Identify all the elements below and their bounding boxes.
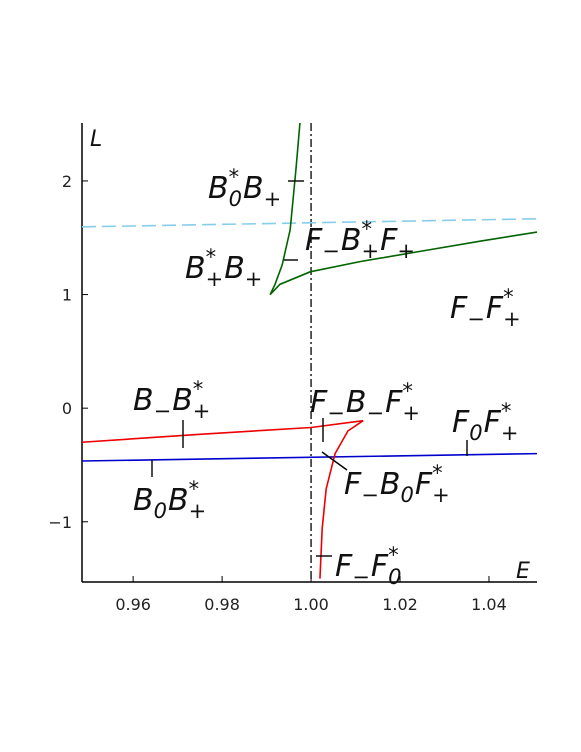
- annotation-superscript: *: [501, 399, 512, 423]
- curve: [81, 419, 364, 579]
- curve: [81, 217, 538, 228]
- annotation-subscript: +: [501, 421, 519, 445]
- annotation-subscript: 0: [400, 483, 413, 507]
- annotation-subscript: 0: [388, 565, 401, 589]
- x-tick-label: 1.04: [471, 595, 507, 614]
- annotation-symbol: F: [486, 291, 504, 326]
- x-axis-label: E: [516, 559, 530, 584]
- annotation-symbol: B: [172, 383, 193, 418]
- annotation-subscript: 0: [469, 421, 482, 445]
- x-tick-label: 0.98: [204, 595, 240, 614]
- annotation-subscript: +: [189, 499, 207, 523]
- annotation-symbol: B: [341, 223, 362, 258]
- annotation-symbol: B: [208, 171, 229, 206]
- annotation-symbol: B: [133, 383, 154, 418]
- annotation-subscript: +: [503, 307, 521, 331]
- annotation-subscript: −: [467, 307, 485, 331]
- annotation-symbol: B: [185, 251, 206, 286]
- annotation-symbol: F: [380, 223, 398, 258]
- annotation-symbol: F: [385, 385, 403, 420]
- annotation-symbol: B: [243, 171, 264, 206]
- annotation-symbol: F: [371, 549, 389, 584]
- annotation-subscript: −: [366, 401, 384, 425]
- y-tick-label: 1: [62, 286, 72, 305]
- annotation-superscript: *: [206, 245, 217, 269]
- y-axis-label: L: [90, 127, 102, 152]
- annotation-subscript: +: [361, 239, 379, 263]
- annotation-symbol: F: [484, 405, 502, 440]
- annotation-subscript: +: [402, 401, 420, 425]
- annotation-subscript: −: [322, 239, 340, 263]
- annotation-symbol: F: [450, 291, 468, 326]
- annotation-superscript: *: [193, 377, 204, 401]
- x-tick-label: 0.96: [115, 595, 151, 614]
- annotation-symbol: B: [346, 385, 367, 420]
- annotation-superscript: *: [388, 543, 399, 567]
- annotation-subscript: +: [432, 483, 450, 507]
- annotation-pointer: [321, 451, 348, 471]
- annotation-symbol: B: [380, 467, 401, 502]
- x-tick-label: 1.00: [293, 595, 329, 614]
- annotation-subscript: 0: [229, 187, 242, 211]
- annotation-subscript: 0: [154, 499, 167, 523]
- annotation-symbol: B: [224, 251, 245, 286]
- annotation-subscript: +: [193, 399, 211, 423]
- annotation-symbol: F: [335, 549, 353, 584]
- annotation-symbol: B: [133, 483, 154, 518]
- annotation-symbol: B: [168, 483, 189, 518]
- annotation-subscript: +: [397, 239, 415, 263]
- annotation-symbol: F: [305, 223, 323, 258]
- annotation-superscript: *: [189, 477, 200, 501]
- annotation-superscript: *: [432, 461, 443, 485]
- annotation-subscript: −: [352, 565, 370, 589]
- annotation-subscript: +: [245, 267, 263, 291]
- x-tick-label: 1.02: [382, 595, 418, 614]
- annotation-symbol: F: [452, 405, 470, 440]
- annotation-superscript: *: [402, 379, 413, 403]
- y-tick-label: −1: [48, 513, 72, 532]
- curve: [269, 122, 538, 296]
- annotation-symbol: F: [415, 467, 433, 502]
- y-tick-label: 2: [62, 172, 72, 191]
- annotation-superscript: *: [503, 285, 514, 309]
- annotation-subscript: +: [264, 187, 282, 211]
- annotation-subscript: −: [361, 483, 379, 507]
- annotation-superscript: *: [229, 165, 240, 189]
- annotation-subscript: −: [327, 401, 345, 425]
- annotation-symbol: F: [344, 467, 362, 502]
- annotation-subscript: +: [206, 267, 224, 291]
- annotation-subscript: −: [154, 399, 172, 423]
- annotation-symbol: F: [310, 385, 328, 420]
- y-tick-label: 0: [62, 399, 72, 418]
- curve: [81, 452, 538, 462]
- annotation-superscript: *: [361, 217, 372, 241]
